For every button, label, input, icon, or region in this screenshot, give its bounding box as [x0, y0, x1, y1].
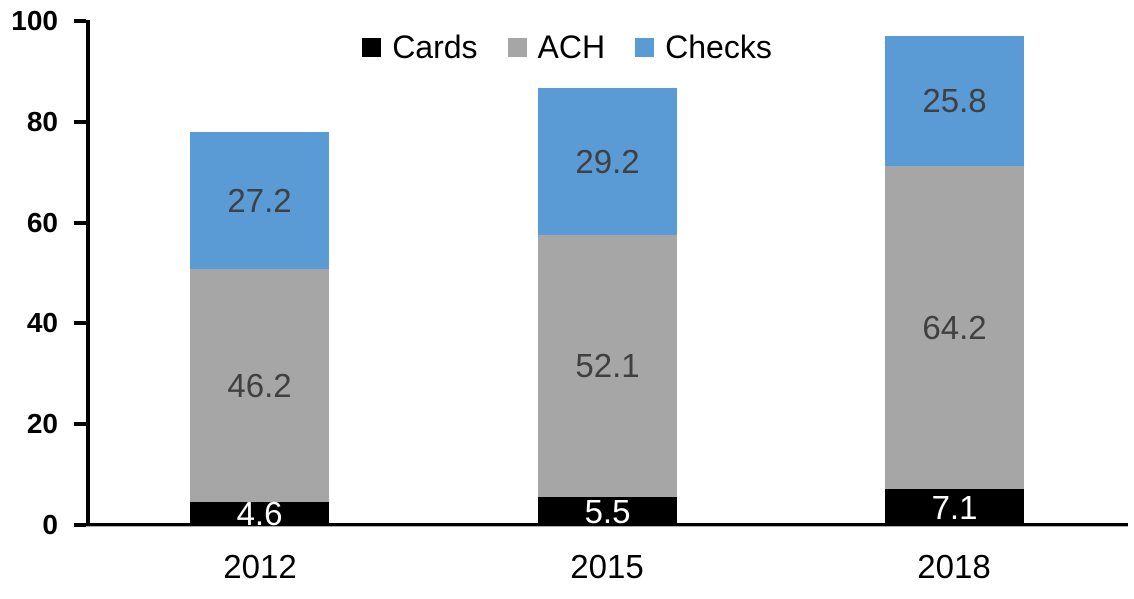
legend-item-cards: Cards	[362, 29, 478, 65]
legend-item-ach: ACH	[507, 29, 606, 65]
data-label: 27.2	[227, 181, 292, 219]
bar-2015: 5.5 52.1 29.2	[538, 87, 677, 530]
bar-segment-checks: 25.8	[885, 35, 1024, 166]
y-axis-tick-label: 20	[26, 408, 58, 440]
x-axis-line	[86, 523, 1128, 527]
data-label: 29.2	[575, 142, 640, 180]
legend-swatch-checks	[635, 37, 655, 57]
x-axis-label: 2015	[570, 548, 644, 585]
data-label: 5.5	[584, 492, 631, 530]
data-label: 4.6	[236, 494, 283, 532]
bar-segment-cards: 7.1	[885, 489, 1024, 525]
legend-swatch-cards	[362, 37, 382, 57]
data-label: 25.8	[922, 82, 987, 120]
y-axis-tick	[74, 19, 86, 23]
bar-segment-ach: 64.2	[885, 165, 1024, 490]
y-axis-tick-label: 40	[26, 307, 58, 339]
bar-2018: 7.1 64.2 25.8	[885, 35, 1024, 525]
chart-legend: Cards ACH Checks	[0, 31, 1134, 63]
data-label: 64.2	[922, 308, 987, 346]
y-axis-tick	[74, 119, 86, 124]
bar-2012: 4.6 46.2 27.2	[190, 131, 329, 530]
bar-segment-cards: 5.5	[538, 492, 677, 530]
y-axis-tick-label: 100	[11, 5, 58, 36]
y-axis-tick	[74, 321, 86, 326]
legend-item-checks: Checks	[635, 31, 772, 63]
y-axis-tick	[74, 220, 86, 225]
bar-segment-ach: 46.2	[190, 268, 329, 502]
data-label: 7.1	[931, 488, 978, 526]
data-label: 46.2	[227, 366, 292, 404]
legend-label: Cards	[392, 29, 478, 65]
y-axis-tick	[74, 523, 86, 527]
y-axis-line	[86, 20, 90, 527]
legend-swatch-ach	[507, 37, 527, 57]
y-axis-tick-label: 80	[26, 105, 58, 137]
data-label: 52.1	[575, 347, 640, 385]
legend-label: Checks	[665, 29, 772, 65]
x-axis-label: 2018	[917, 548, 991, 585]
y-axis-tick-label: 0	[42, 509, 58, 540]
y-axis-tick	[74, 422, 86, 427]
bar-segment-checks: 27.2	[190, 131, 329, 269]
bar-segment-ach: 52.1	[538, 234, 677, 498]
legend-label: ACH	[537, 29, 606, 65]
bar-segment-cards: 4.6	[190, 497, 329, 530]
y-axis-tick-label: 60	[26, 206, 58, 238]
x-axis-label: 2012	[223, 548, 297, 585]
bar-segment-checks: 29.2	[538, 87, 677, 235]
